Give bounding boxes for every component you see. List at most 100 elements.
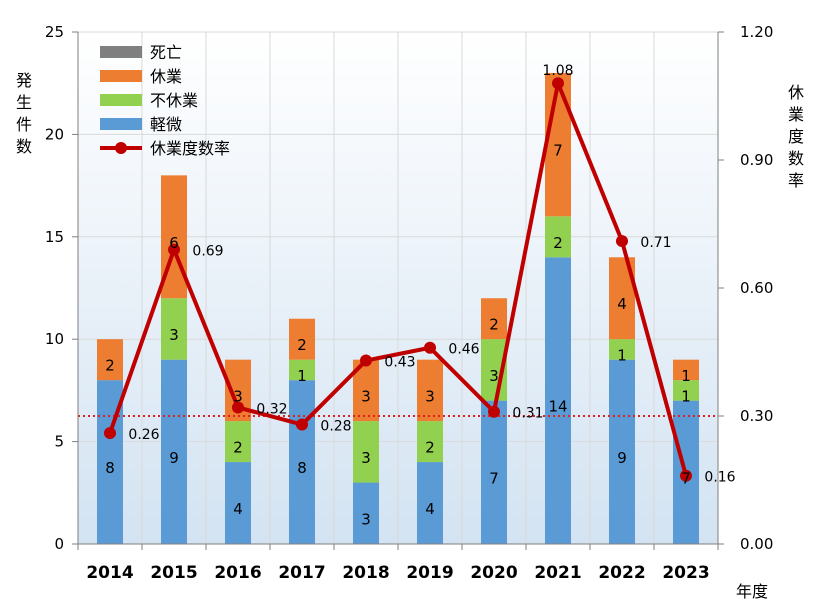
x-tick-label: 2023	[662, 563, 709, 583]
bar-value-label: 3	[425, 387, 435, 405]
y2-tick-label: 0.90	[740, 151, 773, 169]
axis-title-char: 発	[16, 71, 32, 90]
bar-value-label: 3	[361, 387, 371, 405]
x-tick-label: 2021	[534, 563, 581, 583]
bar-value-label: 3	[361, 510, 371, 528]
y2-tick-label: 0.60	[740, 279, 773, 297]
x-tick-label: 2019	[406, 563, 453, 583]
rate-point	[488, 405, 500, 418]
bar-segment	[417, 359, 443, 422]
axis-title-char: 生	[16, 93, 32, 112]
legend-swatch	[100, 46, 142, 58]
bar-value-label: 8	[105, 459, 115, 477]
x-tick-label: 2020	[470, 563, 517, 583]
bar-segment	[417, 421, 443, 463]
x-tick-label: 2018	[342, 563, 389, 583]
rate-value-label: 0.32	[256, 401, 287, 417]
bar-segment	[545, 216, 571, 258]
x-tick-label: 2015	[150, 563, 197, 583]
rate-point	[616, 235, 628, 248]
bar-segment	[673, 359, 699, 381]
bar-value-label: 7	[489, 469, 499, 487]
bar-value-label: 3	[361, 449, 371, 467]
legend-label: 休業	[150, 67, 182, 86]
y-tick-label: 5	[54, 433, 64, 451]
rate-point	[360, 354, 372, 367]
rate-point	[296, 418, 308, 431]
rate-point	[424, 341, 436, 354]
axis-title-char: 件	[16, 115, 32, 134]
legend-label: 不休業	[150, 91, 198, 110]
bar-value-label: 7	[553, 142, 563, 160]
y2-tick-label: 0.30	[740, 407, 773, 425]
rate-line	[108, 81, 688, 477]
x-tick-label: 2022	[598, 563, 645, 583]
bar-value-label: 3	[169, 326, 179, 344]
x-tick-label: 2017	[278, 563, 325, 583]
rate-point	[552, 77, 564, 90]
bar-value-label: 1	[681, 367, 691, 385]
bar-value-label: 2	[553, 234, 563, 252]
rate-point	[232, 401, 244, 414]
bar-segment	[353, 421, 379, 483]
y-tick-label: 15	[45, 228, 64, 246]
bar-value-label: 3	[233, 387, 243, 405]
bar-segment	[481, 298, 507, 340]
x-tick-label: 2014	[86, 563, 133, 583]
bar-value-label: 1	[297, 367, 307, 385]
bar-segment	[161, 359, 187, 544]
rate-value-label: 0.46	[448, 342, 479, 358]
axis-title-char: 休	[788, 83, 804, 102]
axis-title-char: 業	[788, 105, 804, 124]
axis-title-char: 率	[788, 171, 804, 190]
bar-value-label: 2	[297, 336, 307, 354]
bar-segment	[609, 359, 635, 544]
bar-value-label: 2	[105, 357, 115, 375]
bar-segment	[545, 72, 571, 217]
bar-segment	[481, 400, 507, 544]
legend-label: 軽微	[150, 115, 182, 134]
bar-value-label: 14	[548, 398, 567, 416]
bar-value-label: 4	[617, 295, 627, 313]
legend-label: 死亡	[150, 43, 182, 62]
bar-segment	[289, 359, 315, 381]
rate-value-label: 1.08	[542, 63, 573, 79]
y2-axis-title: 休業度数率	[788, 83, 804, 190]
bar-value-label: 1	[681, 387, 691, 405]
bar-value-label: 4	[425, 500, 435, 518]
axis-title-char: 度	[788, 127, 804, 146]
bar-segment	[545, 257, 571, 544]
legend-swatch	[100, 70, 142, 82]
bar-segment	[417, 462, 443, 544]
bar-value-label: 2	[489, 316, 499, 334]
bar-value-label: 3	[489, 367, 499, 385]
y-tick-label: 10	[45, 330, 64, 348]
legend-label: 休業度数率	[150, 139, 230, 158]
bar-value-label: 9	[169, 449, 179, 467]
rate-value-label: 0.26	[128, 427, 159, 443]
rate-value-label: 0.28	[320, 419, 351, 435]
legend-swatch	[100, 94, 142, 106]
bar-segment	[289, 380, 315, 544]
bar-value-label: 1	[617, 346, 627, 364]
legend-swatch	[100, 118, 142, 130]
bar-segment	[161, 298, 187, 360]
rate-point	[168, 243, 180, 256]
bar-value-label: 2	[233, 439, 243, 457]
rate-value-label: 0.43	[384, 355, 415, 371]
bar-segment	[225, 421, 251, 463]
rate-value-label: 0.31	[512, 406, 543, 422]
bar-value-label: 2	[425, 439, 435, 457]
x-axis-title: 年度	[736, 582, 768, 601]
y2-tick-label: 0.00	[740, 535, 773, 553]
bar-segment	[225, 462, 251, 544]
axis-title-char: 数	[16, 137, 32, 156]
bar-value-label: 6	[169, 234, 179, 252]
bar-value-label: 8	[297, 459, 307, 477]
y-tick-label: 25	[45, 23, 64, 41]
legend-marker	[115, 142, 127, 154]
rate-point	[104, 427, 116, 440]
